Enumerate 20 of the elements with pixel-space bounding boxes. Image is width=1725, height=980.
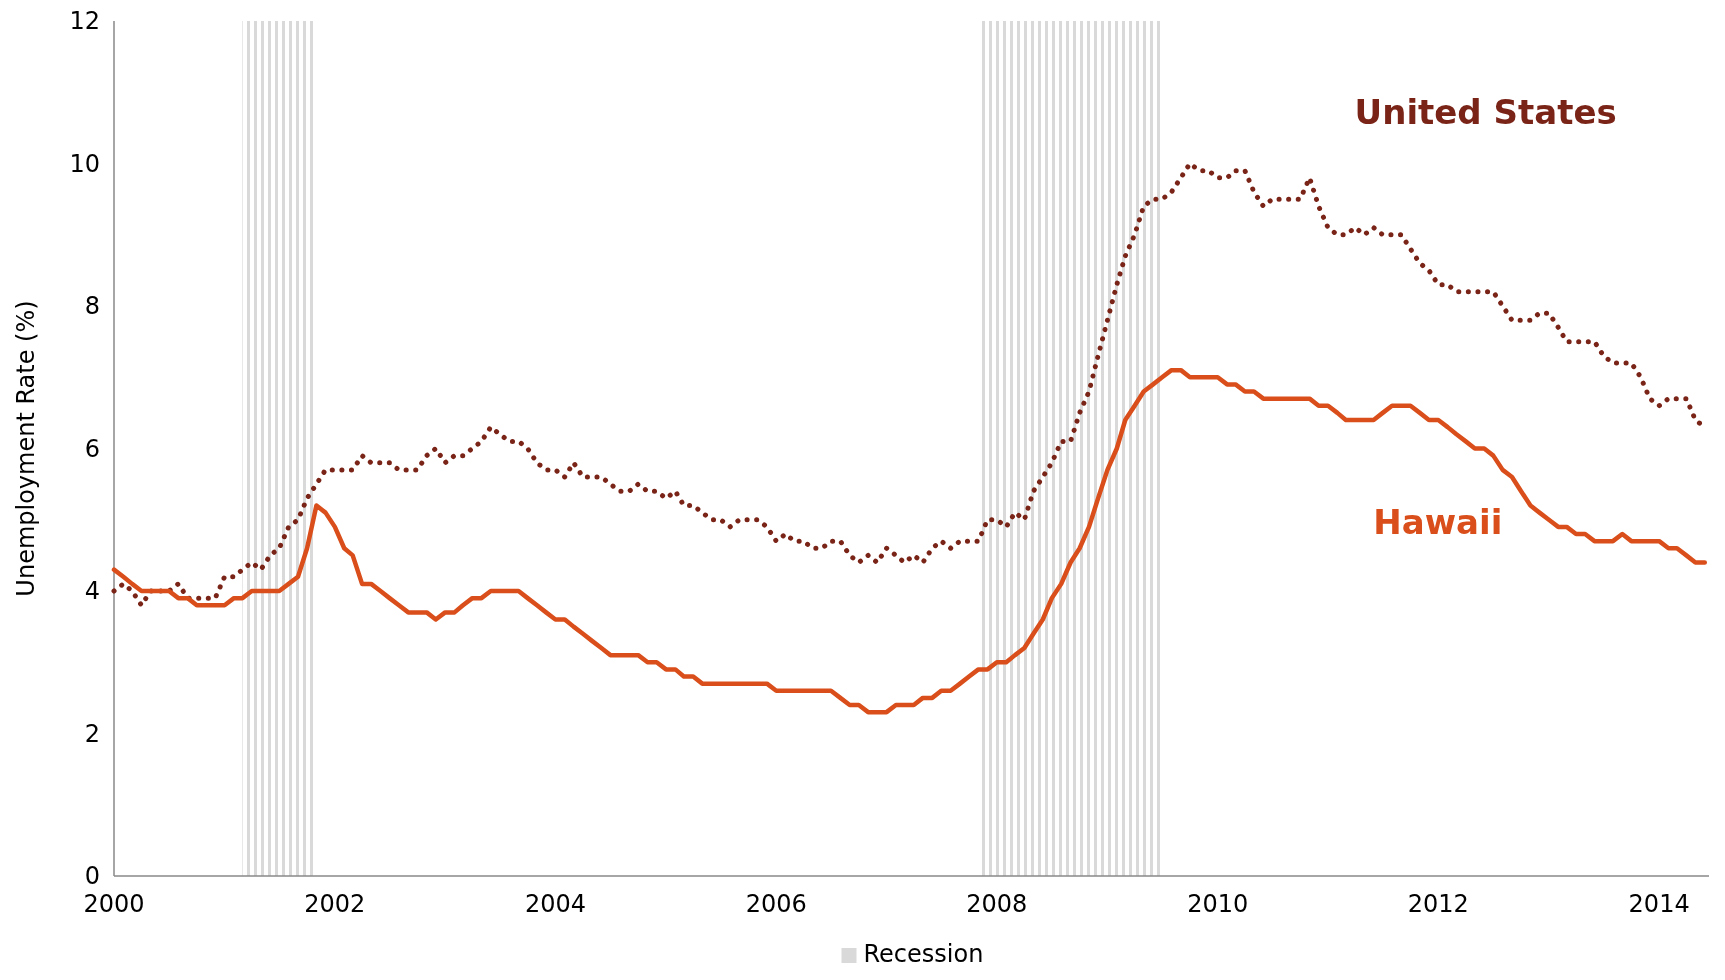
- x-tick-label: 2004: [524, 890, 586, 918]
- line-series: [111, 367, 1708, 715]
- series-label: Hawaii: [1373, 502, 1503, 542]
- x-tick-label: 2014: [1628, 890, 1690, 918]
- legend-label: Recession: [863, 940, 984, 968]
- y-axis-title: Unemployment Rate (%): [12, 300, 40, 597]
- y-tick-label: 8: [84, 292, 100, 321]
- y-tick-label: 2: [84, 719, 100, 748]
- x-tick-label: 2000: [83, 890, 145, 918]
- series-label: United States: [1354, 91, 1617, 132]
- y-tick-label: 6: [84, 434, 100, 463]
- y-tick-label: 0: [84, 862, 100, 891]
- x-tick-label: 2012: [1407, 890, 1469, 918]
- y-tick-label: 4: [84, 577, 100, 606]
- y-tick-label: 12: [69, 7, 100, 36]
- x-tick-label: 2006: [745, 890, 807, 918]
- x-tick-label: 2002: [304, 890, 366, 918]
- x-tick-label: 2010: [1187, 890, 1249, 918]
- y-tick-label: 10: [69, 149, 100, 178]
- x-tick-label: 2008: [966, 890, 1028, 918]
